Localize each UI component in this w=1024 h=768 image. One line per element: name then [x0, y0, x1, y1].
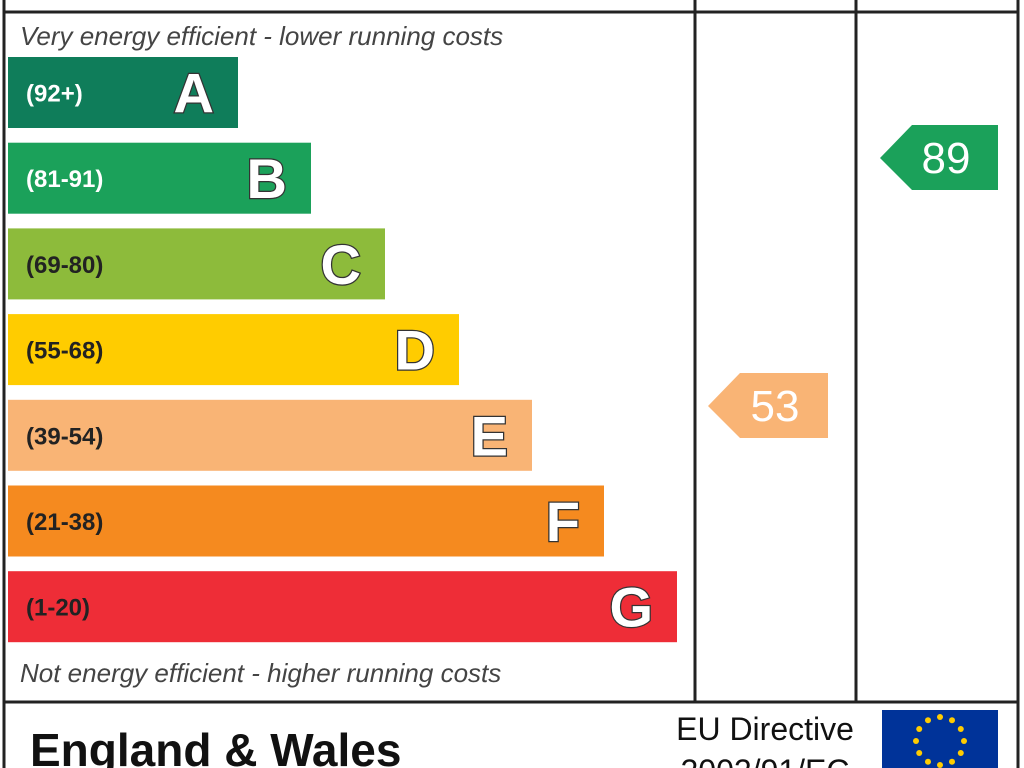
- potential-rating: 89: [922, 134, 971, 183]
- current-rating: 53: [751, 382, 800, 431]
- directive-code: 2002/91/EC: [680, 753, 849, 768]
- potential-arrow: 89: [880, 125, 998, 190]
- band-range: (69-80): [26, 252, 103, 279]
- current-arrow: 53: [708, 373, 828, 438]
- band: (92+) A: [8, 57, 238, 128]
- eu-flag: [882, 710, 998, 768]
- band-bar: [8, 228, 385, 300]
- band-bar: [8, 142, 311, 214]
- flag-stars: [913, 714, 967, 768]
- top-note: Very energy efficient - lower running co…: [20, 21, 503, 51]
- band: (81-91) B: [8, 142, 311, 214]
- directive: EU Directive: [676, 711, 854, 747]
- arrow-shape: [708, 373, 828, 438]
- arrow-shape: [880, 125, 998, 190]
- band-letter: F: [546, 490, 580, 553]
- band-range: (55-68): [26, 338, 103, 365]
- flag-star: [957, 726, 964, 732]
- band-letter: G: [609, 576, 653, 639]
- flag-star: [937, 762, 943, 768]
- flag-star: [916, 750, 923, 756]
- bottom-note: Not energy efficient - higher running co…: [20, 658, 501, 688]
- band: (55-68) D: [8, 314, 459, 386]
- flag-star: [916, 726, 923, 732]
- band-letter: A: [174, 62, 214, 125]
- band-bar: [8, 57, 238, 128]
- flag-star: [957, 750, 964, 756]
- band-letter: B: [247, 147, 287, 210]
- band-range: (81-91): [26, 166, 103, 193]
- band-bar: [8, 485, 604, 557]
- band-bar: [8, 314, 459, 386]
- flag-star: [949, 758, 955, 765]
- flag-star: [925, 758, 931, 765]
- band-letter: D: [395, 319, 435, 382]
- flag-star: [961, 738, 967, 744]
- band-range: (39-54): [26, 423, 103, 450]
- flag-star: [913, 738, 919, 744]
- band-range: (92+): [26, 81, 83, 108]
- band-letter: E: [471, 404, 508, 467]
- band-range: (21-38): [26, 509, 103, 536]
- band: (21-38) F: [8, 485, 604, 557]
- band: (39-54) E: [8, 399, 532, 471]
- flag-star: [949, 717, 955, 724]
- band-letter: C: [321, 233, 361, 296]
- band-bar: [8, 399, 532, 471]
- flag-star: [925, 717, 931, 724]
- band-range: (1-20): [26, 595, 90, 622]
- band-bar: [8, 571, 677, 643]
- region: England & Wales: [30, 724, 401, 768]
- flag-star: [937, 714, 943, 720]
- band: (1-20) G: [8, 571, 677, 643]
- band: (69-80) C: [8, 228, 385, 300]
- bands: (92+) A (81-91) B (69-80) C (55-68) D (39-54) E (2…: [8, 57, 677, 643]
